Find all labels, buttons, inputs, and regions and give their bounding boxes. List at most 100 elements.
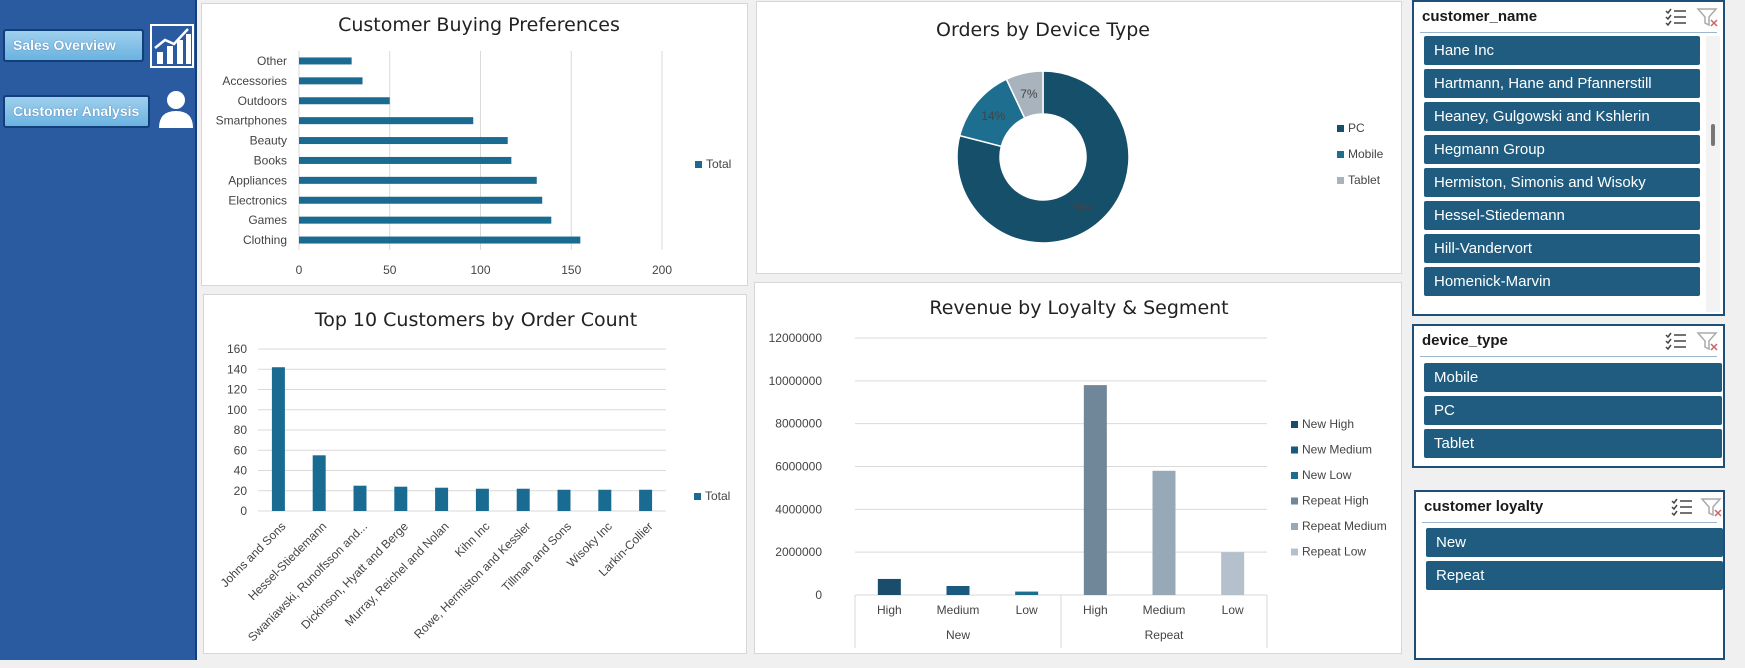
y-tick-label: Smartphones [216, 114, 287, 128]
sales-overview-button[interactable]: Sales Overview [3, 29, 144, 62]
legend-swatch [694, 493, 701, 500]
slicer-item[interactable]: Heaney, Gulgowski and Kshlerin [1424, 102, 1700, 131]
y-tick-label: Other [257, 54, 287, 68]
bar [394, 486, 408, 511]
bar [877, 578, 901, 595]
y-tick-label: 20 [234, 484, 248, 498]
legend-swatch [1291, 446, 1298, 454]
group-label: New [946, 628, 970, 642]
x-tick-label: 200 [652, 263, 672, 277]
multi-select-icon[interactable] [1664, 6, 1688, 28]
chart-title: Top 10 Customers by Order Count [314, 309, 637, 331]
bar [598, 489, 612, 511]
slicer-header: customer_name [1422, 8, 1538, 25]
legend-swatch [1291, 421, 1298, 428]
top-customers-card: Top 10 Customers by Order Count 0 20 40 60 8… [203, 294, 747, 654]
bar [299, 196, 543, 204]
legend-label: Repeat Low [1302, 545, 1366, 559]
bar [299, 117, 474, 125]
top-customers-chart: Top 10 Customers by Order Count 0 20 40 60 8… [218, 309, 731, 644]
bar [1221, 552, 1245, 595]
slicer-item[interactable]: Repeat [1426, 561, 1723, 590]
scrollbar[interactable] [1706, 36, 1720, 312]
slicer-header: device_type [1422, 332, 1508, 349]
slicer-item[interactable]: Hane Inc [1424, 36, 1700, 65]
y-tick-label: 160 [227, 342, 247, 356]
multi-select-icon[interactable] [1670, 496, 1694, 518]
y-tick-label: 4000000 [775, 502, 822, 516]
customer-name-slicer: customer_name Hane Inc Hartmann, Hane and… [1412, 0, 1725, 316]
x-tick-label: Low [1016, 603, 1038, 617]
x-tick-label: 50 [383, 263, 397, 277]
donut-slice [956, 70, 1130, 244]
y-tick-label: Accessories [222, 74, 287, 88]
buying-preferences-chart: Customer Buying Preferences 0 50 100 150 200… [216, 14, 732, 277]
y-tick-label: Games [248, 213, 287, 227]
slicer-item[interactable]: Hermiston, Simonis and Wisoky [1424, 168, 1700, 197]
slicer-header: customer loyalty [1424, 498, 1544, 515]
buying-preferences-card: Customer Buying Preferences 0 50 100 150 200… [201, 3, 748, 286]
data-label: 7% [1020, 87, 1038, 101]
device-type-card: Orders by Device Type 79% 14% 7% PC Mobile Ta… [756, 1, 1402, 274]
bar [299, 97, 390, 105]
slicer-item[interactable]: Hegmann Group [1424, 135, 1700, 164]
y-tick-label: 6000000 [775, 460, 822, 474]
bar [1083, 385, 1107, 595]
legend-label: Total [706, 157, 731, 171]
loyalty-segment-chart: Revenue by Loyalty & Segment 0 2000000 400… [769, 297, 1387, 648]
group-label: Repeat [1145, 628, 1184, 642]
slicer-divider [1420, 32, 1717, 33]
legend-label: New Medium [1302, 443, 1372, 457]
y-tick-label: 120 [227, 383, 247, 397]
y-tick-label: Clothing [243, 233, 287, 247]
bar [271, 367, 285, 511]
legend-label: New High [1302, 417, 1354, 431]
x-tick-label: 150 [561, 263, 581, 277]
data-label: 79% [1071, 201, 1095, 215]
y-tick-label: 100 [227, 403, 247, 417]
bar [299, 216, 552, 224]
legend-label: New Low [1302, 468, 1352, 482]
customer-analysis-button[interactable]: Customer Analysis [3, 95, 150, 128]
bar [299, 236, 581, 244]
y-tick-label: 8000000 [775, 417, 822, 431]
bar [1152, 470, 1176, 595]
y-tick-label: 2000000 [775, 545, 822, 559]
user-icon [159, 91, 193, 128]
legend-label: Total [705, 489, 730, 503]
slicer-item[interactable]: New [1426, 528, 1723, 557]
slicer-item[interactable]: PC [1424, 396, 1722, 425]
slicer-item[interactable]: Hessel-Stiedemann [1424, 201, 1700, 230]
multi-select-icon[interactable] [1664, 330, 1688, 352]
y-tick-label: 80 [234, 423, 248, 437]
clear-filter-icon[interactable] [1700, 496, 1724, 518]
legend-swatch [695, 161, 702, 168]
legend-swatch [1291, 548, 1298, 556]
slicer-item[interactable]: Tablet [1424, 429, 1722, 458]
bar [1015, 591, 1039, 595]
clear-filter-icon[interactable] [1696, 330, 1720, 352]
slicer-item[interactable]: Homenick-Marvin [1424, 267, 1700, 296]
clear-filter-icon[interactable] [1696, 6, 1720, 28]
legend-label: Repeat Medium [1302, 519, 1387, 533]
slicer-divider [1422, 522, 1717, 523]
x-tick-label: Kihn Inc [452, 519, 493, 560]
y-tick-label: Electronics [228, 193, 287, 207]
scrollbar-thumb[interactable] [1711, 124, 1715, 146]
legend-swatch [1337, 177, 1344, 184]
slicer-item[interactable]: Mobile [1424, 363, 1722, 392]
bar [353, 485, 367, 511]
x-tick-label: High [877, 603, 902, 617]
bar [299, 156, 512, 164]
slicer-item[interactable]: Hill-Vandervort [1424, 234, 1700, 263]
legend-swatch [1337, 151, 1344, 158]
x-tick-label: Medium [1143, 603, 1186, 617]
x-tick-label: Hessel-Stiedemann [245, 519, 329, 603]
y-tick-label: 0 [240, 504, 247, 518]
bar [299, 77, 363, 85]
x-tick-label: Medium [937, 603, 980, 617]
chart-title: Customer Buying Preferences [338, 14, 620, 36]
slicer-item[interactable]: Hartmann, Hane and Pfannerstill [1424, 69, 1700, 98]
bar [299, 137, 508, 145]
bar [435, 487, 449, 511]
